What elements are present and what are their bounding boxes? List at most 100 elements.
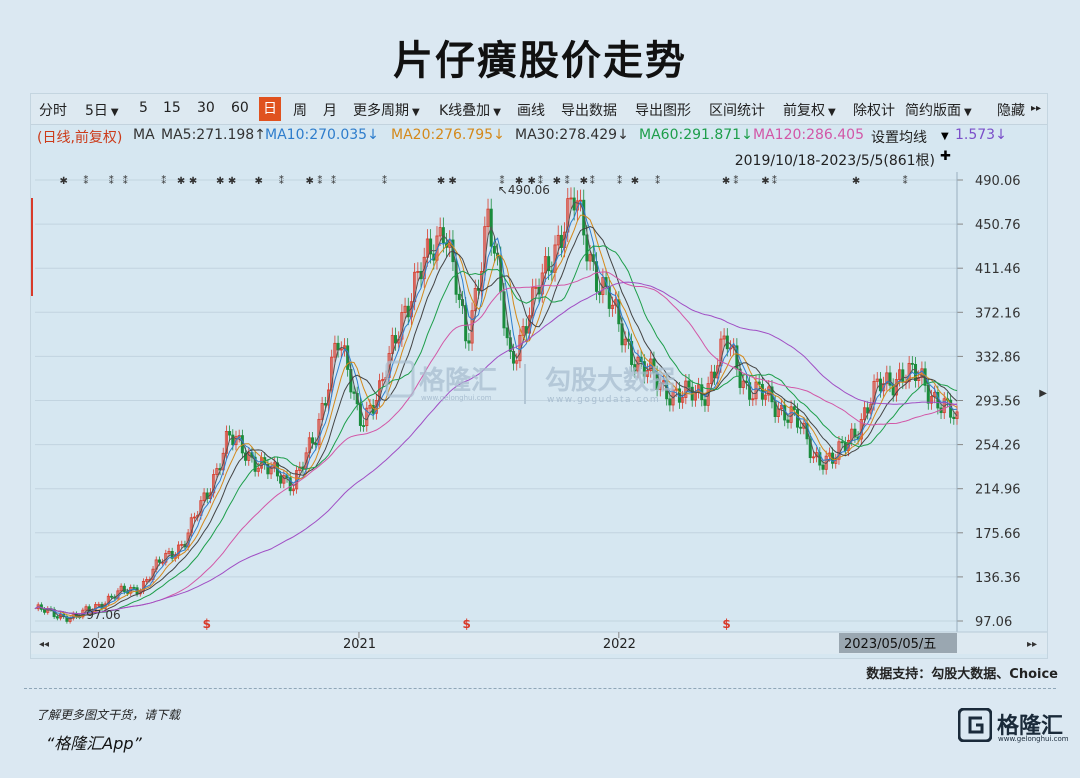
candle-body-70	[256, 467, 260, 472]
candle-body-135	[464, 305, 468, 342]
candle-body-205	[687, 380, 691, 388]
candle-body-133	[457, 293, 461, 300]
ma-legend-8[interactable]: 设置均线	[871, 130, 927, 146]
y-tick-label-1: 136.36	[975, 571, 1021, 586]
candle-body-50	[193, 516, 197, 519]
moving-average-legend: (日线,前复权) MA MA5:271.198↑ MA10:270.035↓ MA20:…	[31, 124, 1047, 148]
toolbar-item-2[interactable]: 5	[139, 100, 148, 116]
event-marker-45: ✱	[631, 176, 639, 187]
candle-body-16	[84, 606, 88, 611]
scroll-left-icon: ◂◂	[39, 639, 49, 650]
more-tools-icon[interactable]: ▸▸	[1031, 103, 1042, 114]
candle-body-266	[882, 383, 886, 392]
event-marker-38: ⁑	[538, 174, 543, 187]
toolbar-item-0[interactable]: 分时	[39, 103, 67, 119]
pin-icon[interactable]: ✚	[940, 149, 951, 164]
toolbar-item-9[interactable]: 更多周期 ▼	[353, 103, 420, 119]
candle-body-81	[291, 488, 295, 492]
candle-body-100	[352, 391, 356, 394]
y-tick-label-4: 254.26	[975, 439, 1021, 454]
candle-body-10	[65, 616, 69, 622]
candle-body-78	[282, 475, 286, 484]
ma30-line	[34, 225, 958, 616]
watermark-right-url: www.gogudata.com	[547, 395, 660, 405]
candle-body-113	[393, 335, 398, 344]
toolbar-item-11[interactable]: 画线	[517, 103, 545, 119]
candle-body-102	[358, 403, 362, 426]
toolbar-item-14[interactable]: 区间统计	[709, 103, 765, 119]
toolbar-item-4[interactable]: 30	[197, 100, 215, 116]
candle-body-270	[894, 379, 898, 396]
candle-body-164	[556, 234, 560, 246]
event-marker-13: ✱	[216, 176, 224, 187]
candle-body-94	[333, 342, 337, 358]
toolbar-item-8[interactable]: 月	[323, 103, 337, 119]
candle-body-229	[764, 394, 768, 400]
ma-legend-5: MA30:278.429↓	[515, 127, 629, 143]
candle-body-188	[633, 364, 637, 372]
candle-body-203	[681, 397, 685, 403]
candle-body-74	[269, 466, 273, 475]
candle-body-142	[486, 208, 490, 228]
watermark-left-url: www.gelonghui.com	[421, 394, 492, 402]
event-marker-41: ✱	[580, 176, 588, 187]
event-marker-21: ⁑	[317, 174, 322, 187]
candle-body-7	[55, 616, 59, 619]
toolbar-item-5[interactable]: 60	[231, 100, 249, 116]
candle-body-260	[862, 407, 866, 420]
candle-body-27	[119, 585, 123, 592]
event-marker-22: ⁑	[331, 174, 336, 187]
ma-legend-7: MA120:286.405	[753, 127, 864, 143]
candle-body-282	[933, 391, 937, 397]
candle-body-39	[157, 559, 161, 563]
footer-app-name: “格隆汇App”	[46, 734, 142, 753]
y-tick-label-5: 293.56	[975, 395, 1021, 410]
candle-body-136	[467, 340, 471, 344]
candle-body-61	[228, 431, 232, 436]
event-marker-26: ⁑	[382, 174, 387, 187]
candle-body-204	[684, 380, 688, 398]
toolbar-item-15[interactable]: 前复权 ▼	[783, 103, 836, 119]
candle-body-140	[480, 270, 484, 291]
toolbar-item-7[interactable]: 周	[293, 103, 307, 119]
y-tick-label-3: 214.96	[975, 483, 1021, 498]
candle-body-127	[438, 227, 442, 237]
x-tick-label-0: 2020	[82, 637, 115, 652]
ma60-line	[34, 245, 958, 615]
toolbar-item-13[interactable]: 导出图形	[635, 103, 691, 119]
event-marker-35: ⁑	[499, 174, 504, 187]
ma-settings-chevron-icon[interactable]: ▼	[941, 131, 949, 142]
logo-url: www.gelonghui.com	[998, 735, 1069, 743]
page-title: 片仔癀股价走势	[393, 38, 687, 84]
candle-body-42	[167, 550, 171, 554]
candle-body-11	[68, 617, 72, 622]
toolbar-item-6[interactable]: 日	[259, 97, 281, 121]
y-tick-label-2: 175.66	[975, 527, 1021, 542]
toolbar-item-17[interactable]: 简约版面 ▼	[905, 103, 972, 119]
toolbar-item-1[interactable]: 5日 ▼	[85, 103, 119, 119]
candle-body-247	[821, 464, 825, 470]
toolbar-item-12[interactable]: 导出数据	[561, 103, 617, 119]
candle-body-35	[145, 579, 149, 582]
expand-right-icon[interactable]: ▶	[1039, 388, 1047, 399]
event-marker-37: ✱	[528, 176, 536, 187]
candle-body-262	[869, 403, 873, 414]
toolbar-item-10[interactable]: K线叠加 ▼	[439, 103, 501, 119]
candle-body-88	[314, 442, 318, 446]
ma-legend-6: MA60:291.871↓	[639, 127, 753, 143]
candle-body-124	[429, 238, 433, 255]
toolbar-item-16[interactable]: 除权计	[853, 103, 895, 119]
ma-legend-3: MA10:270.035↓	[265, 127, 379, 143]
candle-body-122	[422, 256, 426, 280]
candle-body-87	[311, 437, 315, 444]
candle-body-244	[811, 456, 815, 459]
candle-body-105	[368, 405, 372, 409]
chevron-down-icon: ▼	[493, 107, 501, 118]
chevron-down-icon: ▼	[110, 107, 119, 118]
candle-body-151	[515, 360, 519, 364]
toolbar-item-18[interactable]: 隐藏	[997, 103, 1025, 119]
toolbar-item-3[interactable]: 15	[163, 100, 181, 116]
ma-legend-4: MA20:276.795↓	[391, 127, 505, 143]
candle-body-80	[288, 477, 292, 492]
candle-body-196	[658, 382, 662, 390]
